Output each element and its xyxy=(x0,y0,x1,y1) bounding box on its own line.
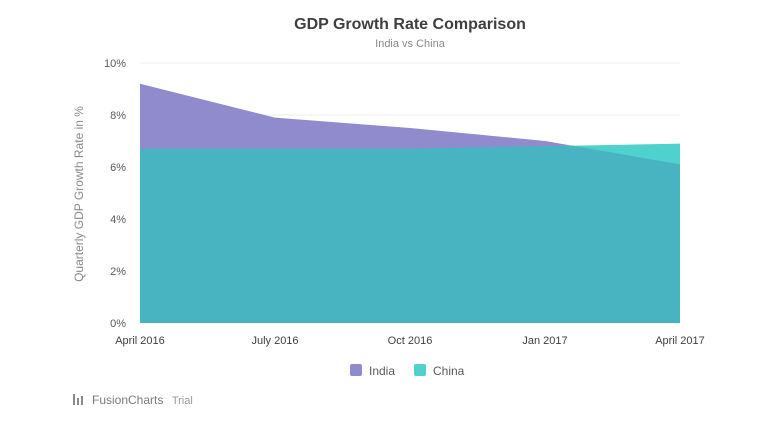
y-axis-ticks: 0% 2% 4% 6% 8% 10% xyxy=(104,58,126,330)
fusioncharts-logo-icon xyxy=(73,394,83,405)
x-tick-label: Oct 2016 xyxy=(388,335,433,347)
watermark-brand: FusionCharts xyxy=(92,393,163,407)
x-tick-label: Jan 2017 xyxy=(522,335,567,347)
area-series xyxy=(140,83,680,323)
legend-label-china[interactable]: China xyxy=(433,364,465,378)
x-tick-label: April 2016 xyxy=(115,335,165,347)
x-tick-label: July 2016 xyxy=(251,335,298,347)
y-tick-label: 0% xyxy=(110,318,126,330)
y-tick-label: 2% xyxy=(110,266,126,278)
svg-text:FusionCharts Trial: FusionCharts Trial xyxy=(92,391,193,408)
y-tick-label: 10% xyxy=(104,58,126,70)
legend-swatch-china[interactable] xyxy=(414,364,426,376)
chart-subtitle: India vs China xyxy=(375,38,446,50)
legend-label-india[interactable]: India xyxy=(369,364,395,378)
legend: India China xyxy=(350,364,465,378)
y-axis-label: Quarterly GDP Growth Rate in % xyxy=(72,106,86,282)
x-axis-ticks: April 2016 July 2016 Oct 2016 Jan 2017 April… xyxy=(115,335,705,347)
y-tick-label: 8% xyxy=(110,110,126,122)
y-tick-label: 6% xyxy=(110,162,126,174)
legend-swatch-india[interactable] xyxy=(350,364,362,376)
x-tick-label: April 2017 xyxy=(655,335,705,347)
chart-title: GDP Growth Rate Comparison xyxy=(294,16,526,33)
watermark: FusionCharts Trial xyxy=(73,391,193,408)
watermark-suffix: Trial xyxy=(172,395,193,407)
y-tick-label: 4% xyxy=(110,214,126,226)
area-overlap xyxy=(140,145,680,323)
